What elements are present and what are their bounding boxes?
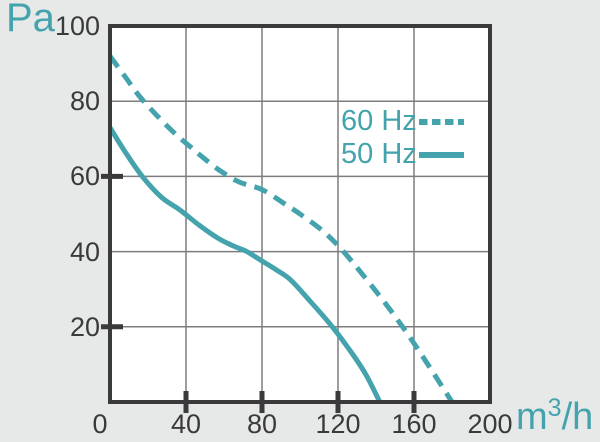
x-tick-label-200: 200: [467, 409, 513, 439]
x-tick-label-120: 120: [315, 409, 361, 439]
x-unit-suffix: /h: [561, 396, 594, 438]
x-tick-label-160: 160: [391, 409, 437, 439]
plot-frame: [108, 24, 492, 404]
y-tick-label-20: 20: [69, 311, 100, 342]
y-tick-label-40: 40: [69, 236, 100, 267]
legend: 60 Hz 50 Hz: [341, 105, 465, 171]
x-tick-label-0: 0: [92, 409, 108, 439]
legend-item-label: 60 Hz: [341, 105, 417, 137]
legend-item-60-hz: 60 Hz: [341, 105, 465, 138]
legend-item-label: 50 Hz: [341, 138, 417, 170]
curve-60-hz: [110, 54, 455, 402]
y-axis-unit-label: Pa: [6, 0, 55, 40]
y-tick-label-100: 100: [54, 11, 100, 41]
y-tick-label-80: 80: [69, 86, 100, 117]
x-axis-unit-label: m3/h: [516, 394, 594, 439]
y-tick-label-60: 60: [69, 161, 100, 192]
x-tick-label-40: 40: [170, 409, 202, 439]
x-unit-prefix: m: [516, 396, 548, 438]
legend-line-sample-solid: [419, 151, 464, 158]
curve-50-hz: [110, 126, 383, 402]
legend-line-sample-dashed: [419, 118, 464, 125]
x-tick-label-80: 80: [246, 409, 278, 439]
legend-item-50-hz: 50 Hz: [341, 138, 465, 171]
x-unit-exponent: 3: [547, 394, 562, 422]
